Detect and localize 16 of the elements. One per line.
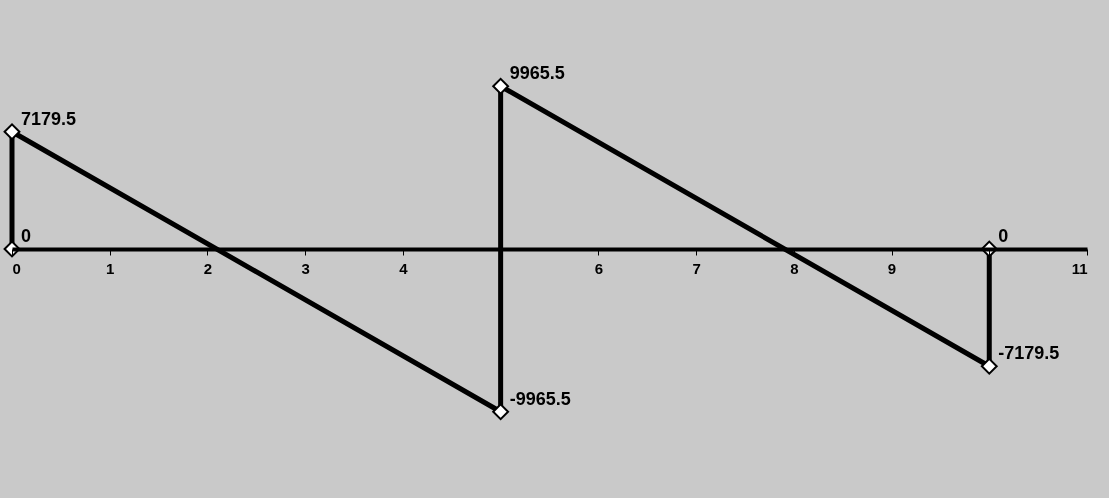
x-tick-label: 3 — [301, 259, 310, 277]
data-label: 9965.5 — [509, 63, 565, 84]
x-tick-label: 1 — [106, 259, 115, 277]
x-tick-label: 2 — [203, 259, 213, 277]
data-label: 0 — [21, 226, 32, 246]
x-tick-label: 8 — [790, 259, 799, 277]
data-label: -7179.5 — [998, 343, 1060, 364]
x-tick-label: 0 — [12, 259, 21, 277]
x-tick-label: 11 — [1071, 259, 1088, 277]
x-tick-label: 4 — [399, 259, 409, 277]
data-label: 0 — [998, 226, 1009, 246]
data-label: -9965.5 — [509, 388, 571, 409]
x-tick-label: 7 — [692, 259, 701, 277]
x-tick-label: 9 — [887, 259, 897, 277]
x-tick-label: 6 — [594, 259, 604, 277]
data-label: 7179.5 — [21, 108, 77, 129]
